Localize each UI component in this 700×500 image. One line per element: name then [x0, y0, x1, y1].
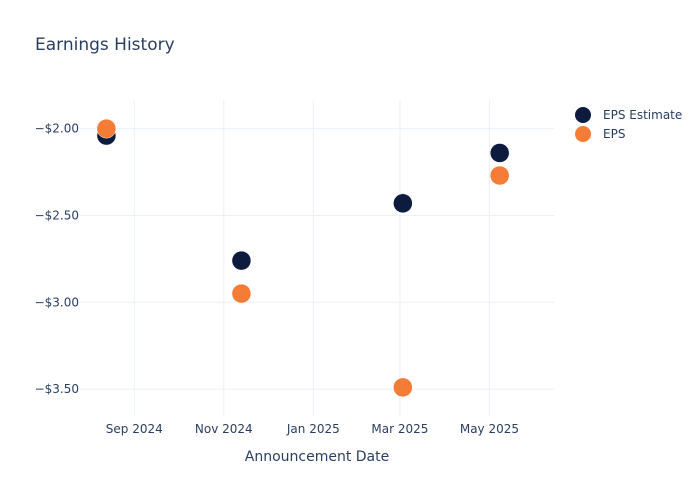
x-axis-title: Announcement Date	[245, 449, 389, 465]
y-axis-ticks: −$2.00 −$2.50 −$3.00 −$3.50	[35, 122, 79, 396]
legend-marker	[575, 107, 591, 123]
eps-estimate-point[interactable]	[393, 193, 413, 214]
grid	[80, 100, 554, 416]
legend-label: EPS Estimate	[603, 108, 682, 122]
y-tick-label: −$2.00	[35, 122, 79, 136]
eps-point[interactable]	[96, 118, 117, 139]
legend-item-eps[interactable]: EPS	[575, 126, 625, 142]
data-points	[96, 118, 510, 398]
x-tick-label: Nov 2024	[195, 422, 253, 436]
x-tick-label: May 2025	[460, 422, 519, 436]
eps-estimate-point[interactable]	[489, 143, 510, 163]
x-tick-label: Jan 2025	[286, 422, 340, 436]
legend-item-eps-estimate[interactable]: EPS Estimate	[575, 107, 682, 123]
legend[interactable]: EPS Estimate EPS	[575, 107, 682, 142]
chart-title: Earnings History	[35, 35, 175, 55]
legend-label: EPS	[603, 127, 625, 141]
x-axis-ticks: Sep 2024 Nov 2024 Jan 2025 Mar 2025 May 2025	[106, 422, 519, 436]
legend-marker	[575, 126, 591, 142]
y-tick-label: −$3.00	[35, 295, 79, 309]
eps-estimate-point[interactable]	[231, 250, 252, 271]
x-tick-label: Sep 2024	[106, 422, 163, 436]
eps-point[interactable]	[393, 377, 413, 398]
y-tick-label: −$3.50	[35, 382, 79, 396]
x-tick-label: Mar 2025	[371, 422, 428, 436]
eps-point[interactable]	[231, 283, 252, 304]
y-tick-label: −$2.50	[35, 208, 79, 222]
eps-point[interactable]	[489, 165, 510, 186]
